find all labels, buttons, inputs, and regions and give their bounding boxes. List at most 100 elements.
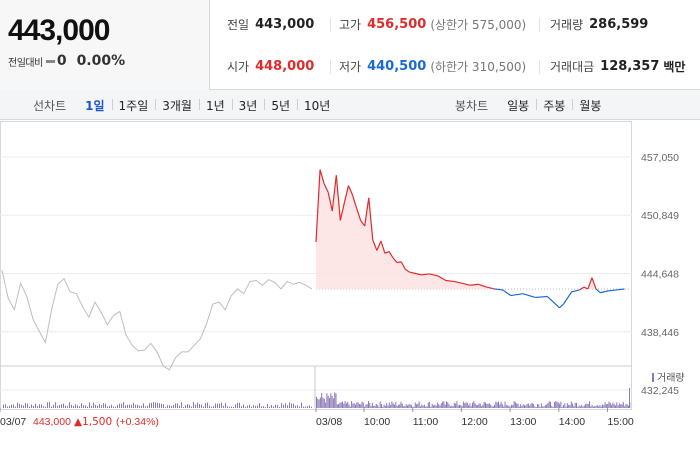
today-volume-bar — [620, 404, 622, 408]
today-volume-bar — [332, 398, 334, 408]
candle-monthly[interactable]: 월봉 — [572, 97, 608, 114]
today-line-segment-up — [429, 273, 438, 277]
candle-weekly[interactable]: 주봉 — [536, 97, 572, 114]
prev-volume-bar — [269, 406, 270, 408]
today-volume-bar — [537, 404, 538, 408]
today-volume-bar — [362, 402, 364, 408]
today-volume-bar — [496, 402, 498, 408]
today-volume-bar — [403, 406, 405, 408]
line-chart-title: 선차트 — [33, 98, 67, 113]
prev-volume-bar — [133, 402, 134, 408]
prev-volume-bar — [33, 405, 34, 408]
today-line-segment-up — [384, 250, 390, 254]
today-volume-bar — [622, 401, 624, 408]
prev-volume-bar — [227, 406, 228, 408]
prev-volume-bar — [103, 403, 104, 408]
period-1d[interactable]: 1일 — [85, 98, 105, 113]
prev-volume-bar — [303, 406, 304, 408]
today-volume-bar — [336, 404, 338, 408]
today-volume-bar — [347, 402, 349, 408]
prev-volume-bar — [119, 403, 120, 408]
today-volume-bar — [560, 401, 562, 408]
period-3y[interactable]: 3년 — [231, 97, 265, 114]
period-3m[interactable]: 3개월 — [155, 97, 199, 114]
open-label: 시가 — [227, 60, 250, 74]
prev-volume-bar — [163, 404, 164, 408]
prev-volume-bar — [257, 405, 258, 408]
prev-volume-bar — [251, 406, 252, 408]
today-volume-bar — [474, 403, 476, 408]
today-volume-bar — [342, 401, 343, 408]
today-volume-bar — [499, 404, 501, 408]
today-volume-bar — [352, 403, 354, 408]
today-volume-bar — [387, 405, 389, 408]
today-volume-bar — [579, 406, 581, 408]
today-volume-bar — [488, 403, 490, 408]
prev-volume-bar — [207, 402, 208, 408]
today-line-segment-up — [392, 257, 398, 264]
today-volume-bar — [609, 402, 611, 408]
today-line-segment-up — [579, 286, 585, 291]
candle-chart-periods: 봉차트 일봉 주봉 월봉 — [455, 90, 608, 120]
today-volume-bar — [616, 402, 618, 408]
price-chart: 457,050 450,849 444,648 438,446 432,245 거래량 03… — [0, 121, 700, 450]
today-volume-bar — [472, 402, 473, 408]
today-volume-bar — [451, 405, 453, 408]
prev-volume-bar — [81, 403, 82, 408]
today-volume-bar — [556, 401, 558, 408]
prev-volume-bar — [183, 406, 184, 408]
prev-volume-bar — [91, 405, 92, 408]
prev-volume-bar — [29, 406, 30, 408]
today-volume-bar — [487, 403, 489, 408]
prev-volume-bar — [147, 405, 148, 408]
today-volume-bar — [574, 402, 576, 408]
today-volume-bar — [596, 405, 598, 408]
today-volume-bar — [478, 403, 480, 408]
today-volume-bar — [381, 403, 382, 408]
y-tick-label: 444,648 — [641, 268, 679, 280]
prev-volume-bar — [161, 403, 162, 408]
period-10y[interactable]: 10년 — [297, 97, 337, 114]
prev-volume-bar — [191, 406, 192, 408]
today-volume-bar — [365, 404, 367, 408]
today-volume-bar — [369, 403, 371, 408]
prev-volume-bar — [153, 402, 154, 408]
today-volume-bar — [316, 396, 317, 408]
prev-volume-bar — [165, 406, 166, 408]
today-volume-bar — [512, 404, 514, 408]
today-volume-bar — [417, 403, 419, 408]
period-1w[interactable]: 1주일 — [111, 97, 156, 114]
today-line-segment-up — [404, 268, 410, 273]
period-5y[interactable]: 5년 — [264, 97, 297, 114]
today-volume-bar — [479, 403, 481, 408]
today-volume-bar — [442, 401, 444, 408]
today-line-segment-up — [409, 271, 414, 274]
today-volume-bar — [539, 406, 541, 408]
prev-rate-annotation: (+0.34%) — [116, 416, 159, 428]
prev-volume-bar — [157, 402, 158, 408]
today-volume-bar — [505, 404, 507, 408]
prev-volume-bar — [131, 404, 132, 408]
today-volume-bar — [563, 405, 564, 408]
trade-value-unit: 백만 — [663, 60, 686, 74]
today-line-segment-up — [323, 183, 329, 193]
prev-volume-bar — [261, 406, 262, 408]
today-volume-bar — [448, 404, 450, 408]
today-volume-bar — [591, 404, 593, 408]
today-volume-bar — [530, 403, 532, 408]
today-volume-bar — [525, 405, 527, 408]
today-volume-bar — [540, 403, 542, 408]
today-volume-bar — [386, 403, 388, 408]
trade-value: 128,357 — [600, 59, 660, 74]
today-volume-bar — [379, 401, 381, 408]
today-line-segment-down — [571, 289, 580, 293]
period-1y[interactable]: 1년 — [198, 97, 232, 114]
candle-daily[interactable]: 일봉 — [507, 98, 530, 113]
today-volume-bar — [382, 406, 384, 408]
today-volume-bar — [542, 406, 544, 408]
today-volume-bar — [582, 406, 584, 408]
today-volume-bar — [345, 403, 347, 408]
today-volume-bar — [361, 401, 363, 408]
today-line-segment-down — [546, 296, 560, 309]
today-line-segment-down — [502, 289, 512, 297]
